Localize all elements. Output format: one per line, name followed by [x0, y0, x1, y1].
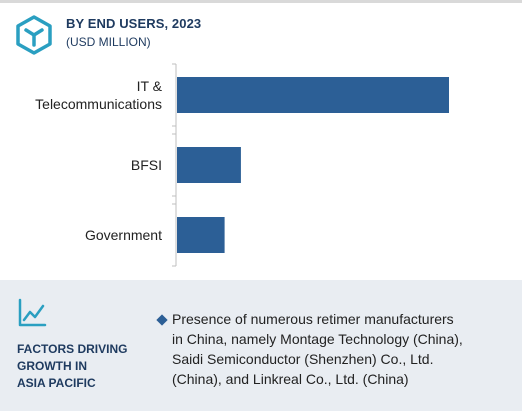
bullet-line: in China, namely Montage Technology (Chi…: [172, 331, 463, 347]
bullet-line: Presence of numerous retimer manufacture…: [172, 311, 454, 327]
growth-factor-bullet: Presence of numerous retimer manufacture…: [172, 309, 517, 389]
factors-label-line: ASIA PACIFIC: [17, 376, 96, 390]
bullet-line: Saidi Semiconductor (Shenzhen) Co., Ltd.: [172, 351, 434, 367]
bar: [177, 217, 225, 253]
top-divider: [0, 0, 522, 3]
trend-line-icon: [18, 298, 47, 327]
category-label: Government: [85, 227, 162, 243]
chart-title: BY END USERS, 2023: [66, 16, 202, 31]
factors-label-line: GROWTH IN: [17, 359, 87, 373]
category-label: Telecommunications: [35, 96, 162, 112]
bar: [177, 77, 449, 113]
category-label: BFSI: [131, 157, 162, 173]
factors-driving-label: FACTORS DRIVING GROWTH IN ASIA PACIFIC: [17, 341, 127, 392]
cube-hexagon-icon: [16, 15, 52, 55]
bar: [177, 147, 241, 183]
category-label: IT &: [137, 78, 163, 94]
chart-unit: (USD MILLION): [66, 35, 151, 49]
bar-chart: IT & Telecommunications BFSI Government: [35, 63, 449, 267]
factors-panel: [0, 280, 522, 411]
bullet-line: (China), and Linkreal Co., Ltd. (China): [172, 371, 409, 387]
factors-label-line: FACTORS DRIVING: [17, 342, 128, 356]
